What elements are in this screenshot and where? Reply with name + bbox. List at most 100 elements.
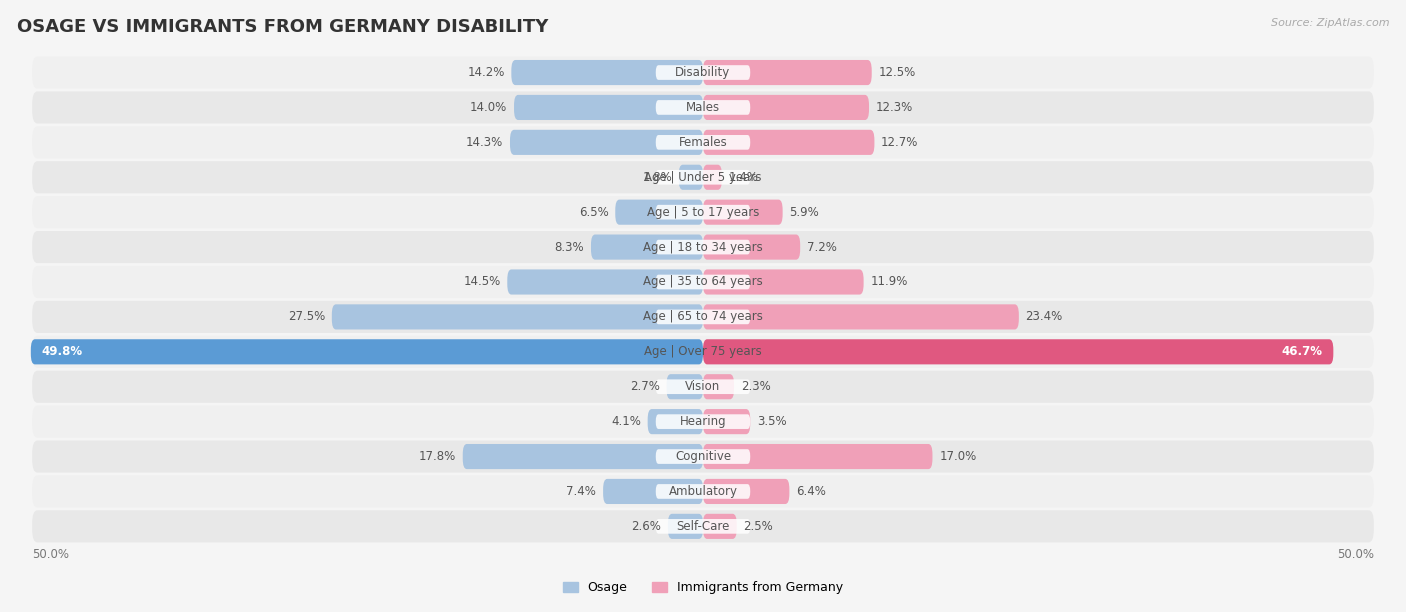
Text: Age | Over 75 years: Age | Over 75 years [644, 345, 762, 358]
Text: 2.6%: 2.6% [631, 520, 661, 533]
Text: Age | 65 to 74 years: Age | 65 to 74 years [643, 310, 763, 323]
Text: OSAGE VS IMMIGRANTS FROM GERMANY DISABILITY: OSAGE VS IMMIGRANTS FROM GERMANY DISABIL… [17, 18, 548, 36]
FancyBboxPatch shape [703, 479, 789, 504]
Text: 27.5%: 27.5% [288, 310, 325, 323]
FancyBboxPatch shape [512, 60, 703, 85]
Text: 5.9%: 5.9% [789, 206, 820, 218]
FancyBboxPatch shape [32, 301, 1374, 333]
Text: Age | 35 to 64 years: Age | 35 to 64 years [643, 275, 763, 288]
FancyBboxPatch shape [703, 234, 800, 259]
FancyBboxPatch shape [655, 240, 751, 255]
FancyBboxPatch shape [703, 444, 932, 469]
FancyBboxPatch shape [655, 519, 751, 534]
FancyBboxPatch shape [655, 449, 751, 464]
FancyBboxPatch shape [32, 510, 1374, 542]
Text: Source: ZipAtlas.com: Source: ZipAtlas.com [1271, 18, 1389, 28]
Text: 14.5%: 14.5% [464, 275, 501, 288]
Text: 17.8%: 17.8% [419, 450, 456, 463]
FancyBboxPatch shape [703, 269, 863, 294]
FancyBboxPatch shape [703, 200, 783, 225]
Text: 14.2%: 14.2% [467, 66, 505, 79]
Text: 7.4%: 7.4% [567, 485, 596, 498]
FancyBboxPatch shape [32, 406, 1374, 438]
FancyBboxPatch shape [679, 165, 703, 190]
FancyBboxPatch shape [591, 234, 703, 259]
FancyBboxPatch shape [32, 476, 1374, 507]
FancyBboxPatch shape [515, 95, 703, 120]
Text: Age | 18 to 34 years: Age | 18 to 34 years [643, 241, 763, 253]
Legend: Osage, Immigrants from Germany: Osage, Immigrants from Germany [558, 576, 848, 599]
Text: Cognitive: Cognitive [675, 450, 731, 463]
FancyBboxPatch shape [32, 91, 1374, 124]
FancyBboxPatch shape [655, 205, 751, 220]
Text: 7.2%: 7.2% [807, 241, 837, 253]
FancyBboxPatch shape [703, 95, 869, 120]
FancyBboxPatch shape [703, 409, 751, 434]
Text: 6.4%: 6.4% [796, 485, 825, 498]
Text: Ambulatory: Ambulatory [668, 485, 738, 498]
FancyBboxPatch shape [508, 269, 703, 294]
FancyBboxPatch shape [463, 444, 703, 469]
FancyBboxPatch shape [655, 414, 751, 429]
FancyBboxPatch shape [32, 196, 1374, 228]
FancyBboxPatch shape [703, 165, 721, 190]
Text: 12.5%: 12.5% [879, 66, 915, 79]
Text: Self-Care: Self-Care [676, 520, 730, 533]
Text: 1.4%: 1.4% [728, 171, 758, 184]
FancyBboxPatch shape [616, 200, 703, 225]
FancyBboxPatch shape [703, 374, 734, 399]
Text: 12.7%: 12.7% [882, 136, 918, 149]
Text: 11.9%: 11.9% [870, 275, 908, 288]
FancyBboxPatch shape [655, 310, 751, 324]
FancyBboxPatch shape [32, 126, 1374, 159]
FancyBboxPatch shape [655, 100, 751, 115]
Text: 3.5%: 3.5% [756, 415, 786, 428]
FancyBboxPatch shape [31, 339, 703, 364]
Text: 12.3%: 12.3% [876, 101, 912, 114]
FancyBboxPatch shape [603, 479, 703, 504]
Text: 4.1%: 4.1% [612, 415, 641, 428]
FancyBboxPatch shape [703, 304, 1019, 329]
FancyBboxPatch shape [32, 336, 1374, 368]
FancyBboxPatch shape [703, 130, 875, 155]
FancyBboxPatch shape [32, 231, 1374, 263]
Text: Females: Females [679, 136, 727, 149]
Text: 14.0%: 14.0% [470, 101, 508, 114]
FancyBboxPatch shape [655, 484, 751, 499]
FancyBboxPatch shape [32, 266, 1374, 298]
FancyBboxPatch shape [666, 374, 703, 399]
Text: 14.3%: 14.3% [465, 136, 503, 149]
FancyBboxPatch shape [332, 304, 703, 329]
Text: 49.8%: 49.8% [42, 345, 83, 358]
FancyBboxPatch shape [32, 371, 1374, 403]
Text: 2.7%: 2.7% [630, 380, 659, 394]
Text: 17.0%: 17.0% [939, 450, 976, 463]
Text: 46.7%: 46.7% [1281, 345, 1323, 358]
FancyBboxPatch shape [655, 65, 751, 80]
Text: 6.5%: 6.5% [579, 206, 609, 218]
FancyBboxPatch shape [703, 339, 1333, 364]
Text: 1.8%: 1.8% [643, 171, 672, 184]
FancyBboxPatch shape [655, 275, 751, 289]
Text: 50.0%: 50.0% [32, 548, 69, 561]
FancyBboxPatch shape [655, 170, 751, 185]
FancyBboxPatch shape [655, 379, 751, 394]
Text: 50.0%: 50.0% [1337, 548, 1374, 561]
Text: 23.4%: 23.4% [1025, 310, 1063, 323]
Text: 2.5%: 2.5% [744, 520, 773, 533]
FancyBboxPatch shape [668, 514, 703, 539]
Text: Males: Males [686, 101, 720, 114]
Text: 2.3%: 2.3% [741, 380, 770, 394]
FancyBboxPatch shape [703, 60, 872, 85]
FancyBboxPatch shape [32, 441, 1374, 472]
FancyBboxPatch shape [510, 130, 703, 155]
FancyBboxPatch shape [32, 56, 1374, 89]
FancyBboxPatch shape [32, 161, 1374, 193]
Text: Age | 5 to 17 years: Age | 5 to 17 years [647, 206, 759, 218]
FancyBboxPatch shape [648, 409, 703, 434]
Text: Hearing: Hearing [679, 415, 727, 428]
FancyBboxPatch shape [703, 514, 737, 539]
Text: Vision: Vision [685, 380, 721, 394]
Text: Disability: Disability [675, 66, 731, 79]
FancyBboxPatch shape [655, 135, 751, 150]
